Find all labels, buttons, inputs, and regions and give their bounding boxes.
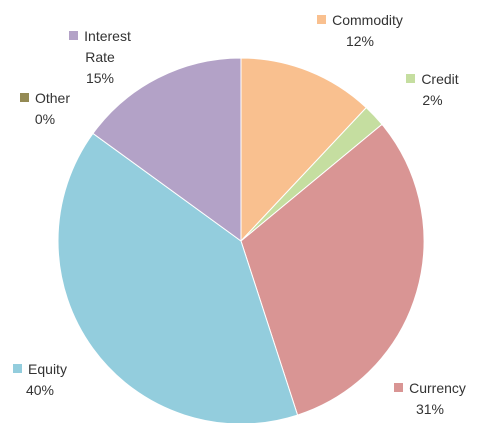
label-line: Commodity xyxy=(280,10,440,31)
category-name: Other xyxy=(34,90,70,106)
legend-swatch xyxy=(394,383,404,392)
legend-swatch xyxy=(317,15,327,24)
legend-swatch xyxy=(406,74,416,83)
slice-label: Credit 2% xyxy=(375,69,484,111)
slice-label: Equity 40% xyxy=(0,359,80,401)
legend-swatch xyxy=(13,364,23,373)
pie-slice xyxy=(57,132,299,423)
pie-slice xyxy=(92,57,242,242)
category-name: Credit xyxy=(421,71,459,87)
legend-swatch xyxy=(19,93,29,102)
slice-label: Commodity 12% xyxy=(280,10,440,52)
label-line: Credit xyxy=(375,69,484,90)
label-line: Other xyxy=(5,88,85,109)
value-label: 31% xyxy=(415,401,445,417)
legend-swatch xyxy=(69,31,79,40)
category-name: Equity xyxy=(28,361,67,377)
slice-label: Currency 31% xyxy=(375,378,484,420)
category-name: Commodity xyxy=(332,12,403,28)
label-line: Interest Rate xyxy=(65,26,135,68)
category-name: Interest Rate xyxy=(84,28,131,65)
value-label: 15% xyxy=(85,70,115,86)
value-label: 40% xyxy=(25,382,55,398)
slice-label: Other 0% xyxy=(5,88,85,130)
pie-slice xyxy=(240,123,425,416)
slice-label: Interest Rate 15% xyxy=(65,26,135,89)
value-label: 2% xyxy=(422,92,443,108)
pie-slice xyxy=(240,57,367,243)
value-label: 0% xyxy=(34,111,56,127)
label-line: Currency xyxy=(375,378,484,399)
value-label: 12% xyxy=(345,33,375,49)
label-line: Equity xyxy=(0,359,80,380)
category-name: Currency xyxy=(409,380,466,396)
